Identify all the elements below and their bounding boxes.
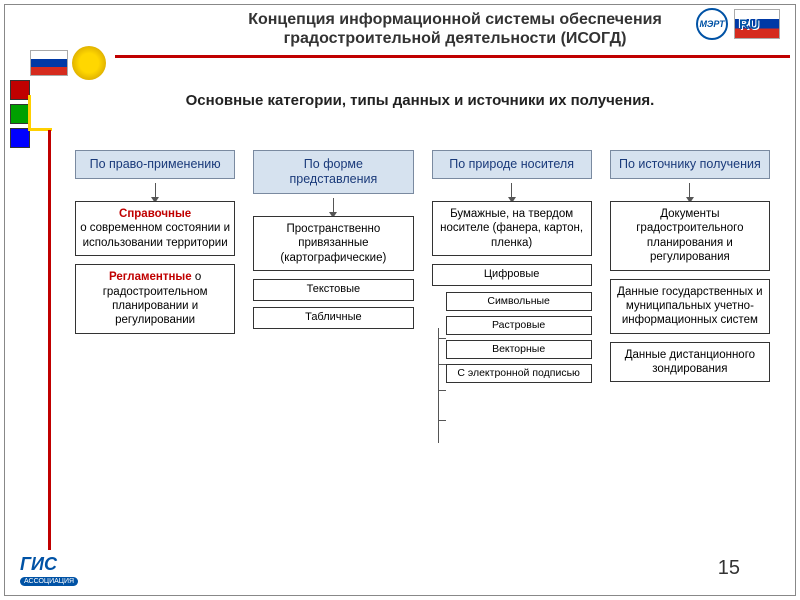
highlight: Регламентные bbox=[109, 271, 192, 283]
header-underline bbox=[115, 55, 790, 58]
sub-connector-v bbox=[438, 328, 439, 443]
connector-line bbox=[511, 183, 512, 197]
mert-logo-icon: МЭРТ bbox=[696, 8, 728, 40]
ru-flag-icon: RU bbox=[734, 9, 780, 39]
gis-association-logo: ГИС АССОЦИАЦИЯ bbox=[20, 554, 78, 586]
subtitle: Основные категории, типы данных и источн… bbox=[80, 92, 760, 109]
sub-connector-h bbox=[438, 390, 446, 391]
box-table-type: Табличные bbox=[253, 307, 413, 329]
col-header: По форме представления bbox=[253, 150, 413, 194]
gis-text: ГИС bbox=[20, 554, 57, 574]
box-vector: Векторные bbox=[446, 340, 592, 359]
column-medium: По природе носителя Бумажные, на твердом… bbox=[432, 150, 592, 390]
col-header: По право-применению bbox=[75, 150, 235, 179]
association-label: АССОЦИАЦИЯ bbox=[20, 577, 78, 586]
box-spatial: Пространственно привязанные (картографич… bbox=[253, 216, 413, 271]
box-gov-data: Данные государственных и муниципальных у… bbox=[610, 279, 770, 334]
title-line1: Концепция информационной системы обеспеч… bbox=[248, 11, 662, 28]
header-title: Концепция информационной системы обеспеч… bbox=[130, 10, 780, 48]
side-color-squares bbox=[10, 80, 30, 152]
column-legal: По право-применению Справочные о совреме… bbox=[75, 150, 235, 390]
box-text-type: Текстовые bbox=[253, 279, 413, 301]
col-header: По природе носителя bbox=[432, 150, 592, 179]
box-esignature: С электронной подписью bbox=[446, 364, 592, 383]
red-square-icon bbox=[10, 80, 30, 100]
box-planning-docs: Документы градостроительного планировани… bbox=[610, 201, 770, 271]
slide-header: Концепция информационной системы обеспеч… bbox=[0, 0, 800, 58]
connector-line bbox=[333, 198, 334, 212]
connector-line bbox=[689, 183, 690, 197]
page-number: 15 bbox=[718, 557, 740, 580]
yellow-line-v bbox=[28, 95, 31, 130]
box-text: о современном состоянии и использовании … bbox=[80, 222, 230, 248]
box-digital: Цифровые bbox=[432, 264, 592, 286]
top-right-logos: МЭРТ RU bbox=[696, 8, 780, 40]
connector-line bbox=[155, 183, 156, 197]
emblem-logo bbox=[20, 38, 115, 88]
sub-connector-h bbox=[438, 364, 446, 365]
diagram-columns: По право-применению Справочные о совреме… bbox=[75, 150, 770, 390]
highlight: Справочные bbox=[119, 208, 191, 220]
blue-square-icon bbox=[10, 128, 30, 148]
box-paper: Бумажные, на твердом носителе (фанера, к… bbox=[432, 201, 592, 256]
col-header: По источнику получения bbox=[610, 150, 770, 179]
flag-icon bbox=[30, 50, 68, 76]
box-remote-sensing: Данные дистанционного зондирования bbox=[610, 342, 770, 383]
coat-of-arms-icon bbox=[72, 46, 106, 80]
box-raster: Растровые bbox=[446, 316, 592, 335]
ru-label: RU bbox=[739, 16, 759, 32]
box-symbolic: Символьные bbox=[446, 292, 592, 311]
column-form: По форме представления Пространственно п… bbox=[253, 150, 413, 390]
sub-connector-h bbox=[438, 338, 446, 339]
box-reference: Справочные о современном состоянии и исп… bbox=[75, 201, 235, 256]
box-regulatory: Регламентные о градостроительном планиро… bbox=[75, 264, 235, 334]
red-line-v bbox=[48, 130, 51, 550]
column-source: По источнику получения Документы градост… bbox=[610, 150, 770, 390]
green-square-icon bbox=[10, 104, 30, 124]
title-line2: градостроительной деятельности (ИСОГД) bbox=[284, 30, 627, 47]
sub-connector-h bbox=[438, 420, 446, 421]
